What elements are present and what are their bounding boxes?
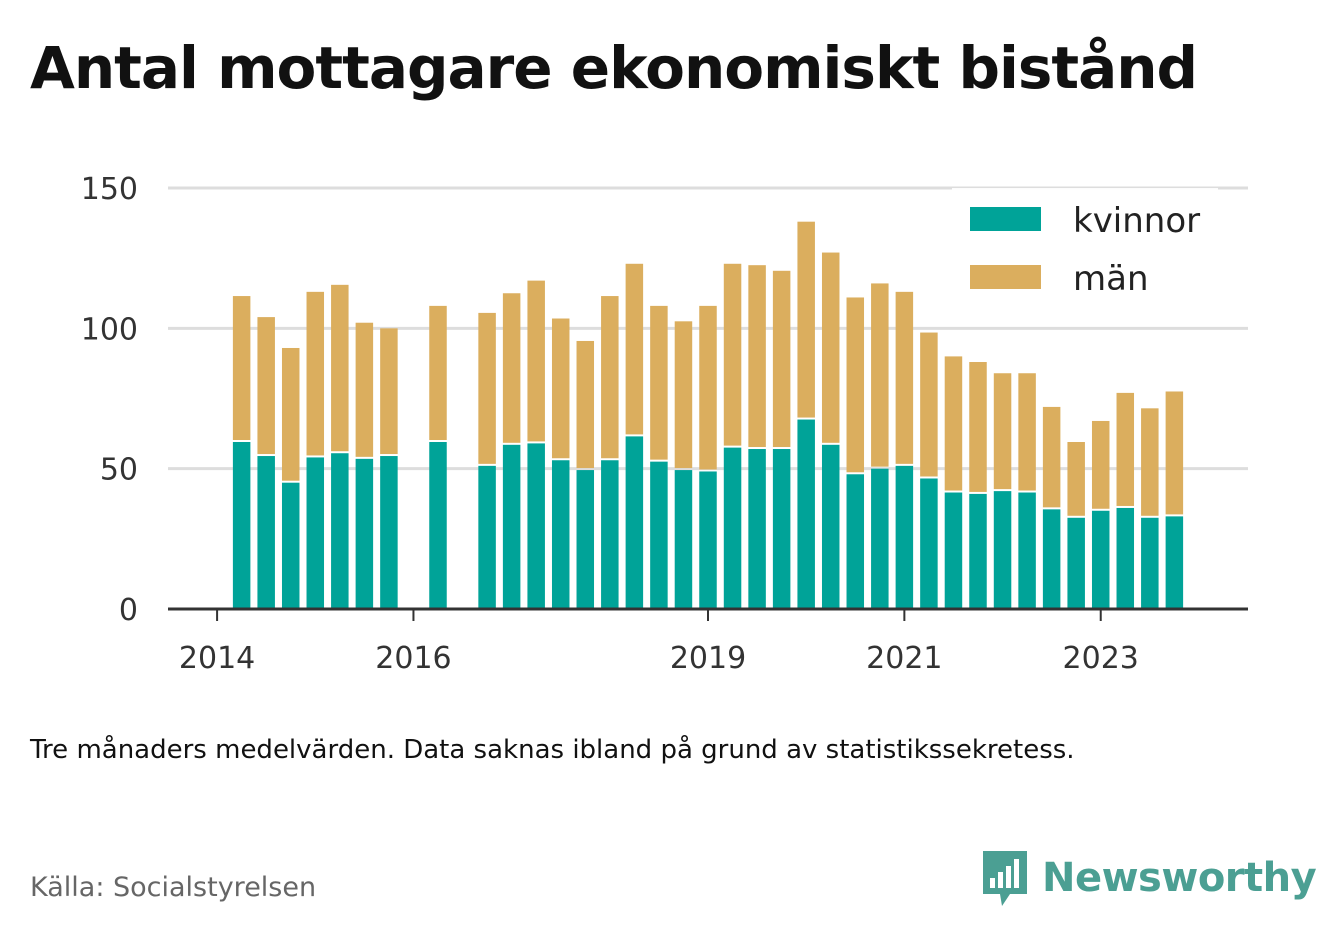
x-tick-label: 2016 <box>375 641 451 670</box>
bar-kvinnor <box>601 460 619 609</box>
bar-man <box>944 356 963 491</box>
y-tick-label: 150 <box>81 172 138 207</box>
bar-man <box>699 305 717 470</box>
bar-kvinnor <box>895 465 914 609</box>
bar-man <box>232 296 251 441</box>
chart-title: Antal mottagare ekonomiskt bistånd <box>30 34 1198 102</box>
bar-kvinnor <box>625 436 644 609</box>
bar-man <box>551 318 570 459</box>
bar-kvinnor <box>699 471 717 609</box>
bar-kvinnor <box>1091 510 1110 609</box>
bar-man <box>257 317 275 455</box>
x-tick-label: 2023 <box>1063 641 1139 670</box>
bar-man <box>576 340 595 469</box>
bar-man <box>1141 408 1159 516</box>
axes: 0 50 100 150 2014 2016 2019 2021 2023 <box>81 172 1248 670</box>
legend-swatch-man <box>970 265 1041 289</box>
bar-man <box>429 305 447 441</box>
bar-man <box>723 263 742 446</box>
bar-kvinnor <box>281 482 300 609</box>
legend-swatch-kvinnor <box>970 207 1041 231</box>
source-credit: Källa: Socialstyrelsen <box>30 872 317 903</box>
bar-man <box>821 252 840 443</box>
bar-man <box>797 221 815 418</box>
bar-kvinnor <box>748 449 766 609</box>
bar-man <box>969 362 987 492</box>
bar-kvinnor <box>1018 492 1036 609</box>
bar-man <box>674 321 693 469</box>
bar-kvinnor <box>871 468 889 609</box>
bar-kvinnor <box>920 478 938 609</box>
bar-man <box>846 297 865 473</box>
bar-man <box>502 293 521 443</box>
bar-kvinnor <box>380 456 398 609</box>
bar-man <box>380 328 398 455</box>
bar-man <box>1067 442 1085 516</box>
bar-man <box>1042 406 1061 508</box>
legend-label-man: män <box>1073 259 1149 299</box>
bar-kvinnor <box>1116 507 1135 609</box>
bar-man <box>895 291 914 464</box>
bar-kvinnor <box>331 453 349 609</box>
bar-man <box>920 332 938 477</box>
bar-kvinnor <box>306 457 325 609</box>
bars <box>232 221 1184 609</box>
bar-man <box>1116 392 1135 506</box>
y-tick-label: 0 <box>119 593 138 628</box>
bar-kvinnor <box>257 456 275 609</box>
bar-man <box>1018 373 1036 491</box>
bar-man <box>650 305 668 460</box>
bar-kvinnor <box>674 470 693 609</box>
bar-man <box>748 265 766 448</box>
bar-kvinnor <box>821 444 840 609</box>
bar-man <box>772 270 791 448</box>
bar-kvinnor <box>551 460 570 609</box>
brand-name: Newsworthy <box>1042 855 1317 901</box>
bar-man <box>527 280 545 442</box>
bar-kvinnor <box>944 492 963 609</box>
bar-kvinnor <box>723 447 742 609</box>
bar-man <box>478 312 496 464</box>
bar-kvinnor <box>502 444 521 609</box>
bar-man <box>1165 391 1184 515</box>
chart-footnote: Tre månaders medelvärden. Data saknas ib… <box>30 735 1075 765</box>
stacked-bar-chart: 0 50 100 150 2014 2016 2019 2021 2023 kvinnor mä… <box>81 172 1248 670</box>
bar-kvinnor <box>1141 517 1159 609</box>
bar-kvinnor <box>1042 509 1061 609</box>
x-tick-label: 2021 <box>866 641 942 670</box>
bar-kvinnor <box>797 419 815 609</box>
bar-kvinnor <box>969 493 987 609</box>
y-tick-label: 50 <box>100 453 138 488</box>
bar-man <box>355 322 374 457</box>
bar-man <box>1091 420 1110 509</box>
y-tick-label: 100 <box>81 312 138 347</box>
bar-man <box>871 283 889 467</box>
bar-kvinnor <box>232 442 251 609</box>
legend: kvinnor män <box>952 188 1218 306</box>
bar-kvinnor <box>846 474 865 609</box>
bar-man <box>625 263 644 435</box>
newsworthy-brand[interactable]: Newsworthy <box>980 848 1317 908</box>
bar-man <box>601 296 619 459</box>
bar-kvinnor <box>527 443 545 609</box>
bar-man <box>306 291 325 456</box>
newsworthy-logo-icon <box>983 851 1027 906</box>
bar-kvinnor <box>1067 517 1085 609</box>
x-tick-label: 2014 <box>179 641 255 670</box>
bar-kvinnor <box>576 470 595 609</box>
bar-man <box>993 373 1012 490</box>
bar-kvinnor <box>478 465 496 609</box>
legend-label-kvinnor: kvinnor <box>1073 201 1200 241</box>
bar-man <box>281 347 300 481</box>
bar-kvinnor <box>1165 516 1184 609</box>
bar-kvinnor <box>429 442 447 609</box>
bar-kvinnor <box>772 449 791 609</box>
x-tick-label: 2019 <box>670 641 746 670</box>
bar-kvinnor <box>993 491 1012 609</box>
bar-man <box>331 284 349 452</box>
bar-kvinnor <box>650 461 668 609</box>
bar-kvinnor <box>355 458 374 609</box>
